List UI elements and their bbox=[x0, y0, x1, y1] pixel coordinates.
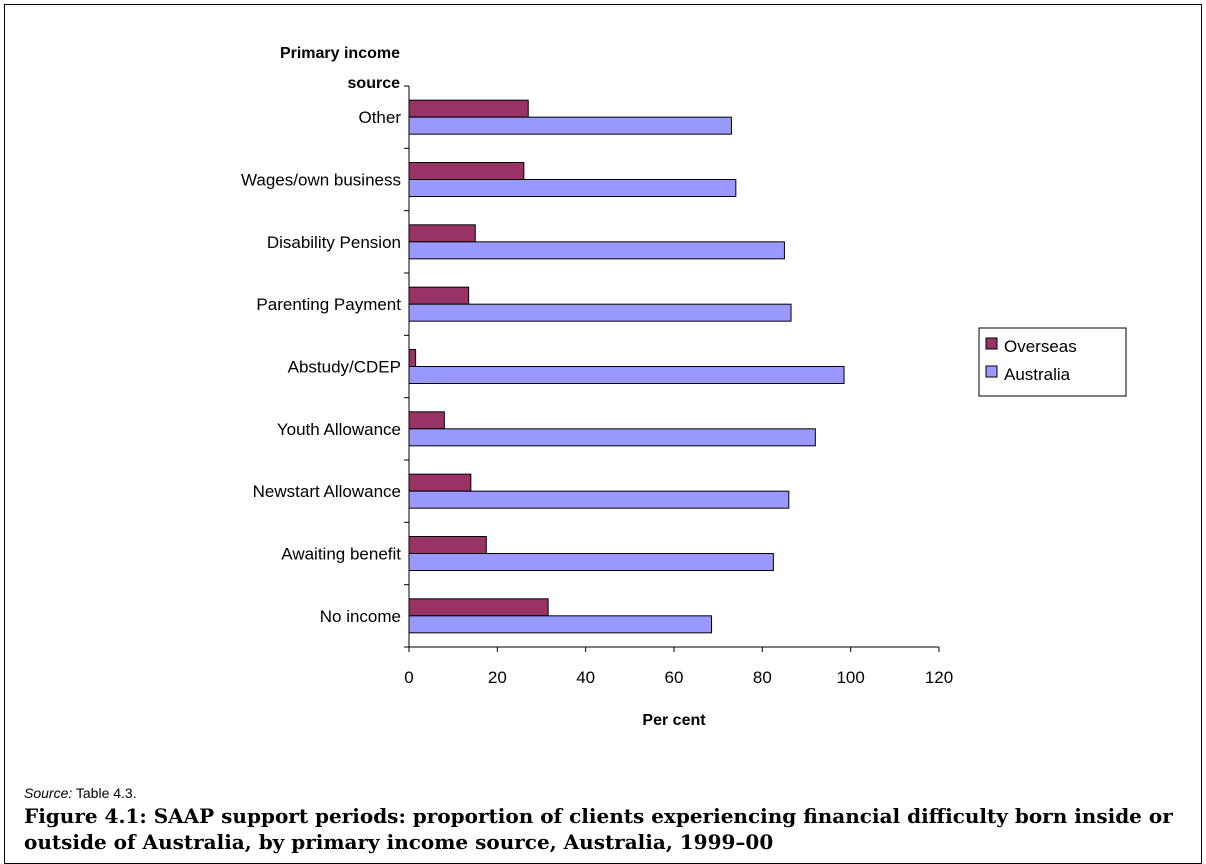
bar-australia-4 bbox=[408, 366, 845, 384]
bar-overseas-8 bbox=[408, 598, 549, 617]
bar-australia-6 bbox=[408, 490, 790, 509]
x-tick-label: 100 bbox=[836, 668, 864, 687]
bar-australia-3 bbox=[408, 303, 792, 322]
bar-overseas-1 bbox=[408, 162, 525, 180]
y-tick-label: Parenting Payment bbox=[256, 295, 401, 314]
y-tick-label: No income bbox=[320, 607, 401, 626]
bar-australia-5 bbox=[408, 428, 816, 447]
bar-overseas-6 bbox=[408, 473, 472, 492]
x-ticks-group: 0 20 40 60 80 100 120 bbox=[404, 647, 953, 687]
bar-australia-2 bbox=[408, 241, 785, 260]
y-tick-label: Abstudy/CDEP bbox=[288, 358, 401, 377]
y-axis-title-line-2: source bbox=[348, 75, 401, 92]
bar-australia-8 bbox=[408, 615, 713, 634]
y-tick-label: Newstart Allowance bbox=[253, 482, 401, 501]
legend: Overseas Australia bbox=[978, 327, 1127, 397]
legend-swatch-overseas bbox=[985, 337, 998, 350]
legend-label-australia: Australia bbox=[1004, 365, 1071, 384]
x-tick-label: 0 bbox=[404, 668, 413, 687]
figure-caption: Figure 4.1: SAAP support periods: propor… bbox=[24, 804, 1173, 854]
x-axis-title: Per cent bbox=[642, 712, 706, 729]
bar-overseas-3 bbox=[408, 286, 470, 305]
legend-label-overseas: Overseas bbox=[1004, 337, 1077, 356]
legend-swatch-australia bbox=[985, 365, 998, 378]
source-text: Table 4.3. bbox=[75, 785, 137, 801]
bar-overseas-4 bbox=[408, 349, 417, 367]
source-label: Source: bbox=[24, 785, 73, 801]
bars-group bbox=[408, 99, 845, 634]
y-ticks-group: Other Wages/own business Disability Pensio… bbox=[241, 85, 409, 648]
y-tick-label: Wages/own business bbox=[241, 171, 401, 190]
y-axis-title-line-1: Primary income bbox=[280, 45, 400, 62]
y-tick-label: Disability Pension bbox=[267, 233, 401, 252]
bar-overseas-2 bbox=[408, 224, 476, 243]
bar-overseas-7 bbox=[408, 536, 487, 554]
bar-australia-0 bbox=[408, 116, 732, 135]
x-tick-label: 20 bbox=[488, 668, 507, 687]
x-tick-label: 80 bbox=[753, 668, 772, 687]
y-tick-label: Youth Allowance bbox=[277, 420, 401, 439]
y-axis-title: Primary income source bbox=[280, 45, 400, 92]
y-tick-label: Awaiting benefit bbox=[281, 545, 401, 564]
bar-overseas-0 bbox=[408, 99, 529, 118]
bar-overseas-5 bbox=[408, 411, 445, 430]
bar-australia-1 bbox=[408, 179, 737, 197]
x-tick-label: 120 bbox=[925, 668, 953, 687]
y-tick-label: Other bbox=[358, 108, 401, 127]
source-note: Source: Table 4.3. bbox=[24, 785, 137, 801]
bar-australia-7 bbox=[408, 553, 774, 571]
x-tick-label: 40 bbox=[576, 668, 595, 687]
bar-chart: Primary income source 0 20 40 60 80 100 120 Oth… bbox=[241, 45, 1127, 729]
legend-box bbox=[978, 327, 1127, 397]
x-tick-label: 60 bbox=[665, 668, 684, 687]
